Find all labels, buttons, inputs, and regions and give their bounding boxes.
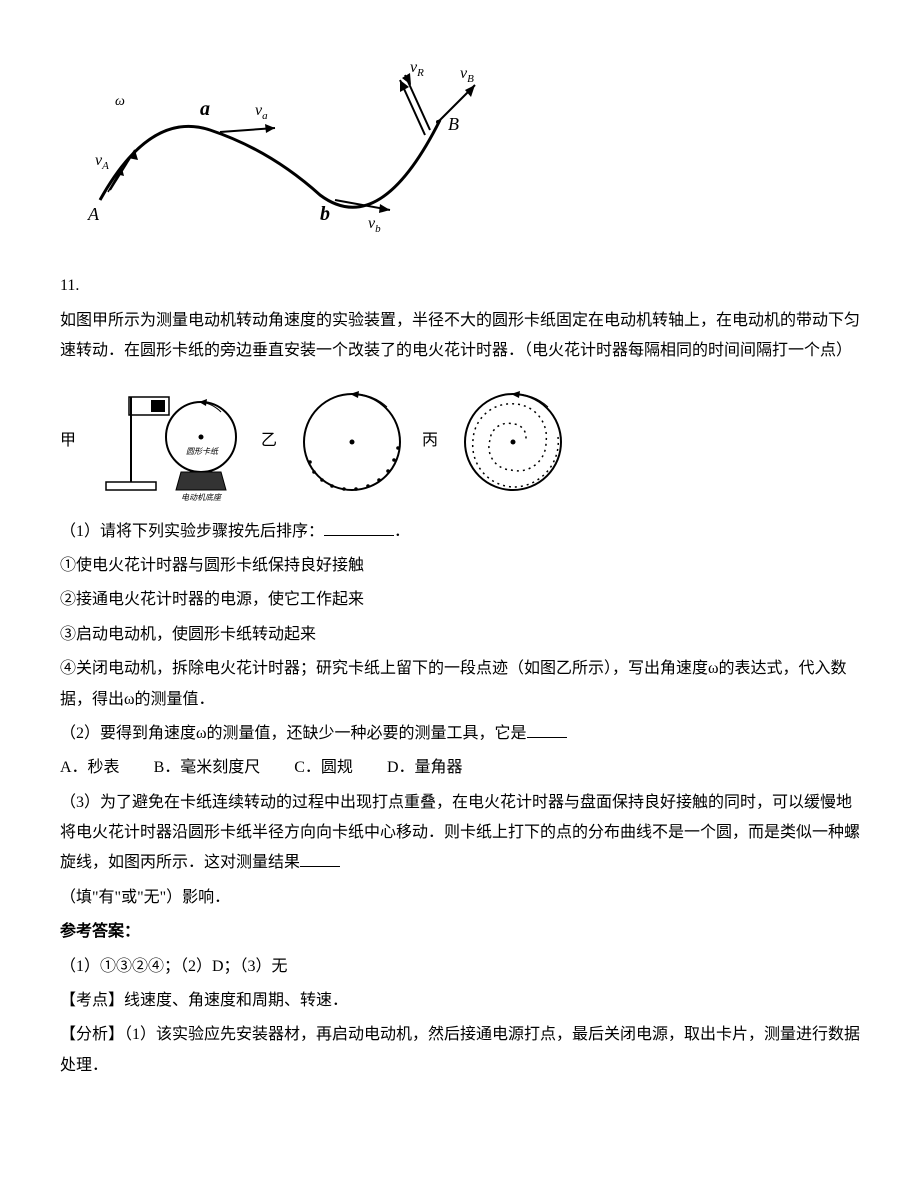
part3-text: （3）为了避免在卡纸连续转动的过程中出现打点重叠，在电火花计时器与盘面保持良好接…: [60, 794, 860, 872]
fig-label-c: 丙: [422, 426, 438, 456]
step-3: ③启动电动机，使圆形卡纸转动起来: [60, 620, 860, 650]
option-a[interactable]: A．秒表: [60, 759, 120, 776]
fig-c-spiral: [453, 382, 573, 502]
blank-2[interactable]: [527, 721, 567, 738]
step-4: ④关闭电动机，拆除电火花计时器；研究卡纸上留下的一段点迹（如图乙所示），写出角速…: [60, 654, 860, 715]
svg-text:a: a: [200, 98, 210, 120]
part1-text: （1）请将下列实验步骤按先后排序：: [60, 523, 324, 540]
option-d[interactable]: D．量角器: [387, 759, 463, 776]
part2-text: （2）要得到角速度ω的测量值，还缺少一种必要的测量工具，它是: [60, 725, 527, 742]
part1-dot: ．: [394, 523, 410, 540]
svg-text:va: va: [255, 102, 268, 122]
exam-point: 【考点】线速度、角速度和周期、转速．: [60, 986, 860, 1016]
curve-trajectory-figure: A vA a va b vb B vR vB ω: [60, 50, 860, 251]
svg-text:圆形卡纸: 圆形卡纸: [186, 447, 219, 456]
question-intro: 如图甲所示为测量电动机转动角速度的实验装置，半径不大的圆形卡纸固定在电动机转轴上…: [60, 306, 860, 367]
svg-text:vb: vb: [368, 215, 381, 235]
apparatus-figures-row: 甲 圆形卡纸 电动机底座 乙 丙: [60, 382, 860, 502]
question-number: 11.: [60, 271, 860, 301]
option-b[interactable]: B．毫米刻度尺: [154, 759, 261, 776]
options-row: A．秒表 B．毫米刻度尺 C．圆规 D．量角器: [60, 753, 860, 783]
svg-text:vA: vA: [95, 152, 109, 172]
blank-1[interactable]: [324, 519, 394, 536]
answer-line: （1）①③②④；（2）D；（3）无: [60, 952, 860, 982]
step-1: ①使电火花计时器与圆形卡纸保持良好接触: [60, 551, 860, 581]
fig-a-apparatus: 圆形卡纸 电动机底座: [91, 382, 251, 502]
svg-text:电动机底座: 电动机底座: [181, 493, 223, 502]
svg-text:vR: vR: [410, 59, 424, 79]
part1-question: （1）请将下列实验步骤按先后排序： ．: [60, 517, 860, 547]
step-2: ②接通电火花计时器的电源，使它工作起来: [60, 585, 860, 615]
blank-3[interactable]: [300, 850, 340, 867]
fig-label-a: 甲: [60, 426, 76, 456]
fig-b-dots-circle: [292, 382, 412, 502]
point-A-label: A: [87, 204, 100, 224]
svg-text:B: B: [448, 114, 459, 134]
part3-question: （3）为了避免在卡纸连续转动的过程中出现打点重叠，在电火花计时器与盘面保持良好接…: [60, 788, 860, 879]
analysis: 【分析】（1）该实验应先安装器材，再启动电动机，然后接通电源打点，最后关闭电源，…: [60, 1020, 860, 1081]
option-c[interactable]: C．圆规: [294, 759, 353, 776]
answer-header: 参考答案：: [60, 917, 860, 947]
svg-text:vB: vB: [460, 65, 474, 85]
part3-tail: （填"有"或"无"）影响．: [60, 883, 860, 913]
svg-text:b: b: [320, 203, 330, 225]
fig-label-b: 乙: [261, 426, 277, 456]
svg-text:ω: ω: [115, 94, 125, 109]
part2-question: （2）要得到角速度ω的测量值，还缺少一种必要的测量工具，它是: [60, 719, 860, 749]
